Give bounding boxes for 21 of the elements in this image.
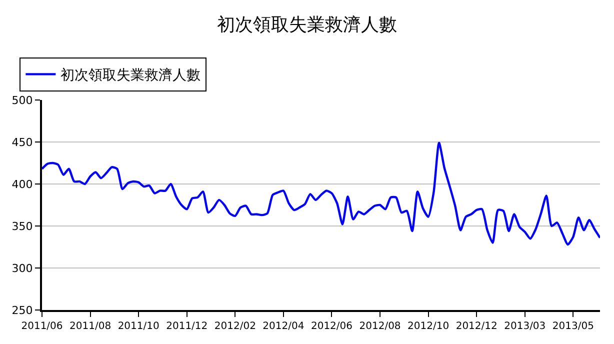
x-tick-label: 2011/10 (118, 321, 160, 332)
y-tick-label: 300 (12, 262, 33, 275)
x-tick-label: 2011/08 (70, 321, 112, 332)
x-tick-label: 2012/10 (408, 321, 450, 332)
chart-title: 初次領取失業救濟人數 (217, 14, 397, 36)
legend-label: 初次領取失業救濟人數 (60, 68, 201, 84)
x-tick-label: 2011/06 (21, 321, 63, 332)
x-tick-label: 2012/04 (262, 321, 304, 332)
y-tick-label: 250 (12, 304, 33, 317)
x-tick-label: 2013/03 (504, 321, 546, 332)
x-tick-label: 2012/08 (359, 321, 401, 332)
line-series (42, 142, 600, 246)
x-tick-label: 2013/05 (552, 321, 594, 332)
y-tick-label: 500 (12, 94, 33, 107)
y-tick-label: 450 (12, 136, 33, 149)
y-tick-label: 400 (12, 178, 33, 191)
x-tick-label: 2011/12 (166, 321, 208, 332)
x-tick-label: 2012/06 (310, 321, 353, 332)
x-tick-label: 2012/12 (456, 321, 498, 332)
x-tick-label: 2012/02 (214, 321, 256, 332)
y-tick-label: 350 (12, 220, 33, 233)
